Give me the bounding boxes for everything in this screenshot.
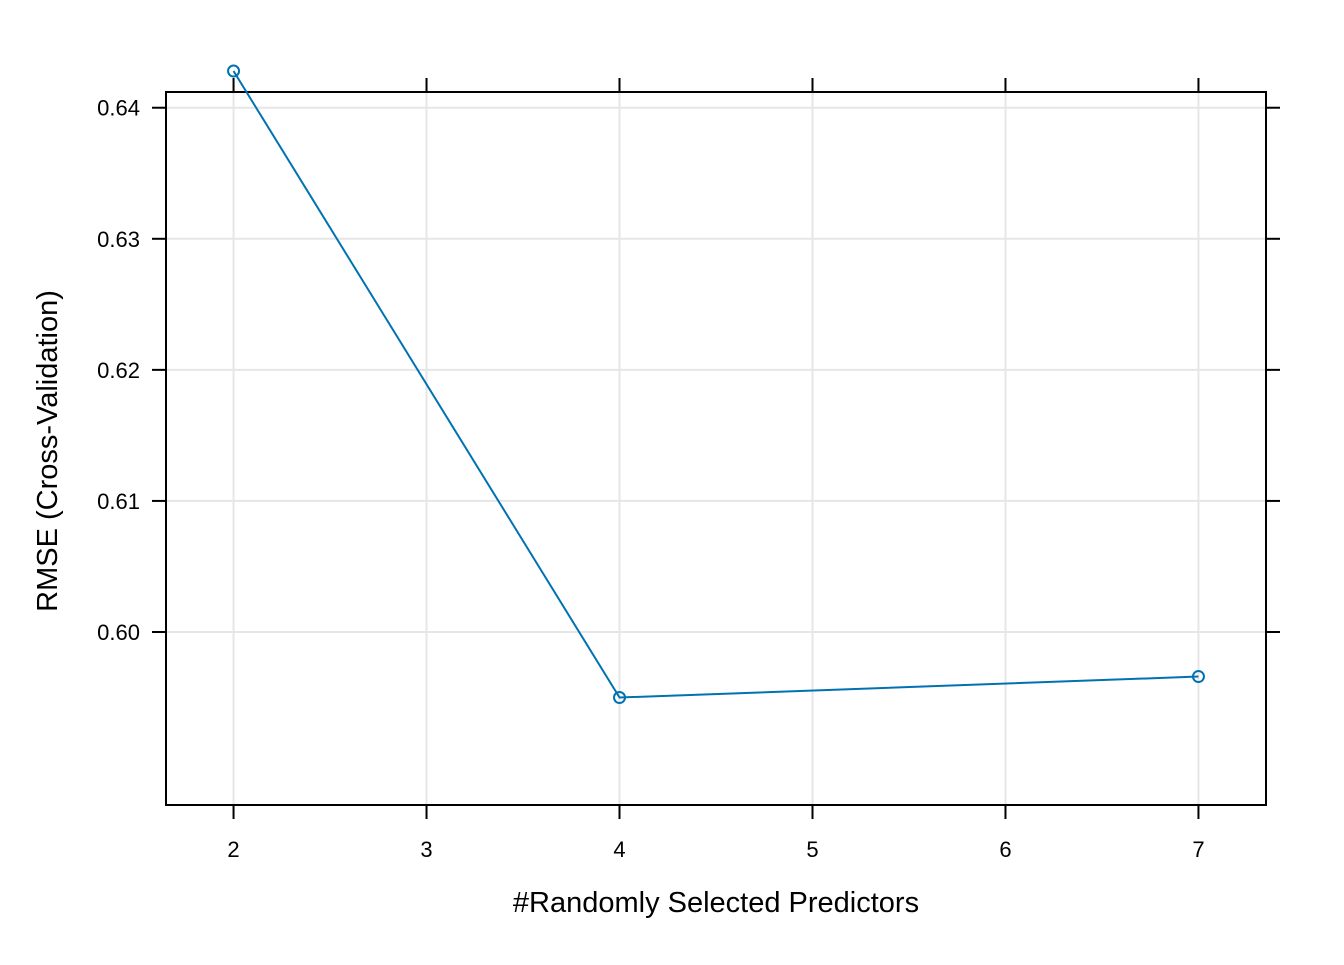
- plot-frame: [165, 91, 1267, 806]
- data-point: [1191, 670, 1205, 684]
- x-tick-label: 5: [806, 837, 818, 862]
- y-axis-label: RMSE (Cross-Validation): [32, 290, 64, 612]
- x-axis-label: #Randomly Selected Predictors: [513, 887, 919, 919]
- data-point: [613, 691, 627, 705]
- data-point: [227, 64, 241, 78]
- grid-layer: [166, 92, 1266, 805]
- y-tick-label: 0.60: [97, 620, 140, 645]
- axis-ticks: 2 3 4 5 6 7 0.60 0.61 0.62 0.63 0.64: [97, 78, 1280, 862]
- x-tick-label: 2: [227, 837, 239, 862]
- x-tick-label: 3: [420, 837, 432, 862]
- x-tick-label: 7: [1192, 837, 1204, 862]
- series-line: [232, 70, 1199, 699]
- series-layer: [227, 64, 1205, 705]
- x-tick-label: 4: [613, 837, 625, 862]
- y-tick-label: 0.62: [97, 358, 140, 383]
- y-tick-label: 0.63: [97, 227, 140, 252]
- y-tick-label: 0.64: [97, 96, 140, 121]
- plot-border: [165, 91, 1267, 806]
- y-tick-label: 0.61: [97, 489, 140, 514]
- x-tick-label: 6: [999, 837, 1011, 862]
